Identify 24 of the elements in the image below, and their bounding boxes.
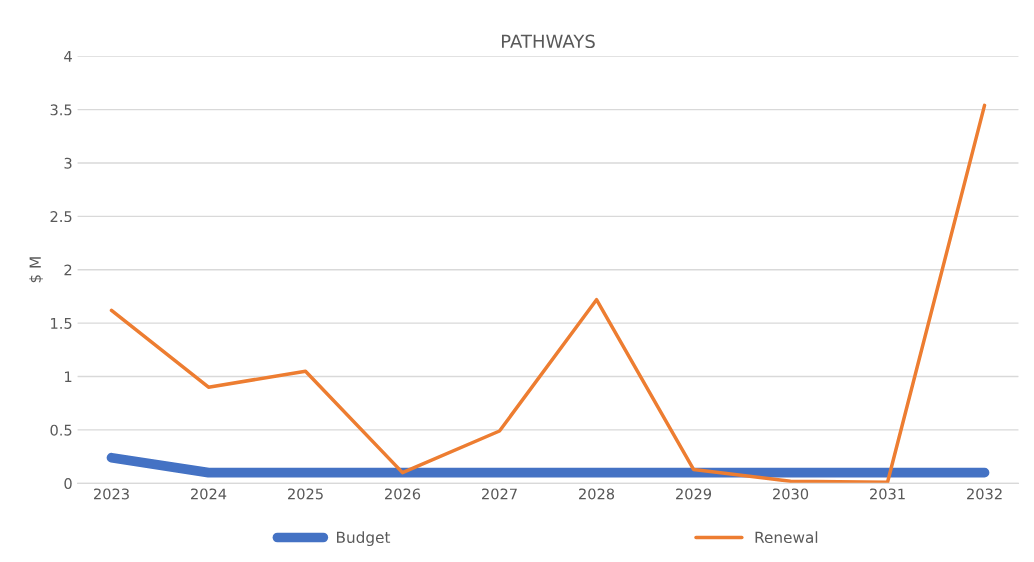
y-tick-label: 3 [64,157,72,169]
x-tick-label: 2027 [482,488,517,500]
x-tick-label: 2026 [385,488,421,500]
y-tick-label: 0.5 [50,424,72,436]
x-tick-label: 2024 [191,488,227,500]
chart-title: PATHWAYS [501,34,595,49]
y-tick-label: 2.5 [50,211,72,223]
line-series [109,103,987,484]
y-tick-label: 4 [64,51,72,62]
x-tick-label: 2029 [676,488,712,500]
legend-label: Renewal [755,531,818,544]
x-tick-label: 2028 [579,488,615,500]
y-tick-label: 0 [64,478,72,490]
x-tick-label: 2031 [870,488,905,500]
y-tick-label: 3.5 [50,104,72,116]
y-tick-label: 1.5 [51,318,72,329]
x-tick-label: 2032 [967,488,1002,500]
x-tick-label: 2023 [94,488,129,500]
y-tick-label: 1 [65,371,72,383]
x-tick-label: 2025 [288,488,323,500]
legend-label: Budget [337,531,391,547]
y-tick-label: 2 [64,264,72,276]
y-axis-title: $ M [29,257,44,283]
x-tick-label: 2030 [773,488,809,500]
